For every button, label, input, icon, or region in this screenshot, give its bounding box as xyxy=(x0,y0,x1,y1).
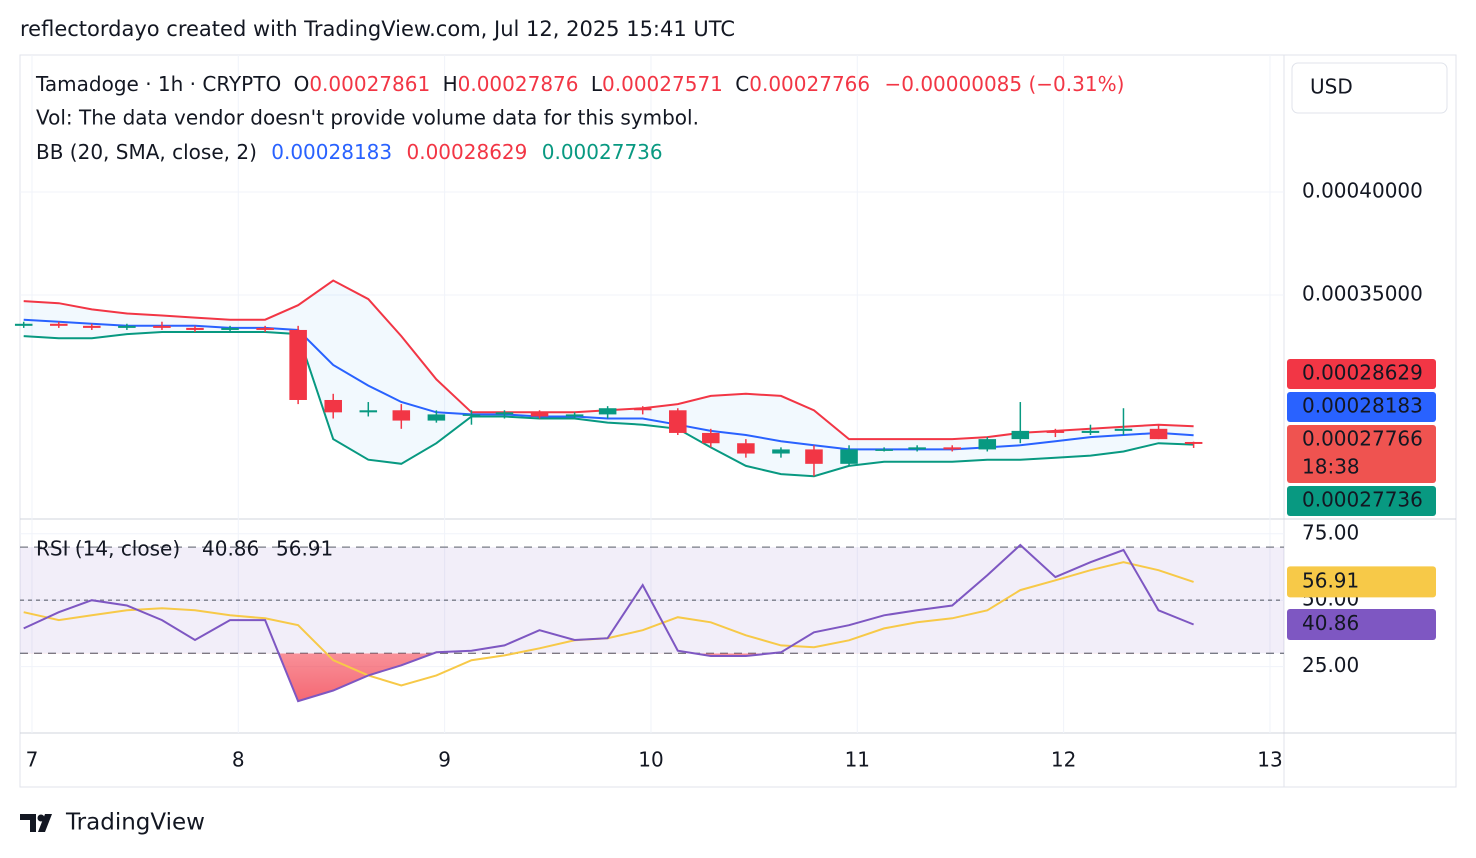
bb-label: BB (20, SMA, close, 2) xyxy=(36,140,257,164)
currency-button[interactable] xyxy=(1291,62,1448,114)
price-label-box xyxy=(1287,566,1436,598)
candle-body xyxy=(737,443,755,454)
candle-body xyxy=(14,323,33,326)
band-line xyxy=(23,318,1194,451)
band-line xyxy=(23,331,1194,478)
x-tick-label: 13 xyxy=(1257,748,1282,772)
ohlc-value: 0.00027876 xyxy=(458,72,579,96)
x-tick-label: 8 xyxy=(232,748,245,772)
price-label-box xyxy=(1287,486,1436,517)
countdown: 18:38 xyxy=(1302,455,1360,479)
x-tick-label: 11 xyxy=(845,748,870,772)
candle-body xyxy=(805,449,823,464)
candle-body xyxy=(50,323,68,326)
price-label: 0.00028629 xyxy=(1302,361,1423,385)
rsi-legend-label: RSI (14, close) xyxy=(36,537,180,561)
candle-body xyxy=(1184,441,1203,444)
band-fill xyxy=(23,280,1194,477)
candle-body xyxy=(462,414,481,416)
brand: TradingView xyxy=(65,810,205,836)
candle-body xyxy=(772,449,790,454)
price-label: 0.00027736 xyxy=(1302,488,1423,512)
ohlc-legend: Tamadoge · 1h · CRYPTO O0.00027861 H0.00… xyxy=(35,72,1124,96)
oversold-fill xyxy=(278,653,772,702)
candle-body xyxy=(1114,428,1133,431)
candle-body xyxy=(530,412,549,417)
y-tick-label: 25.00 xyxy=(1302,653,1359,677)
ohlc-key: C xyxy=(735,72,749,96)
ohlc-value: 0.00027861 xyxy=(309,72,430,96)
candle-body xyxy=(1011,430,1030,440)
candle-body xyxy=(840,449,858,464)
candle-body xyxy=(495,412,514,415)
candle-body xyxy=(1046,430,1065,433)
candle-body xyxy=(324,399,342,413)
logo: TradingView xyxy=(20,810,205,836)
bb-value: 0.00028183 xyxy=(271,140,392,164)
x-tick-label: 9 xyxy=(438,748,451,772)
candle-body xyxy=(565,414,584,417)
candle-body xyxy=(978,439,997,450)
rsi-line xyxy=(23,543,1194,703)
candle-body xyxy=(186,327,204,330)
candle-body xyxy=(702,432,720,444)
chart-frame xyxy=(19,54,1457,788)
x-tick-label: 7 xyxy=(26,748,39,772)
symbol: Tamadoge · 1h · CRYPTO xyxy=(35,72,281,96)
ohlc-key: O xyxy=(294,72,310,96)
price-label: 0.00027766 xyxy=(1302,427,1423,451)
candle-body xyxy=(153,325,171,328)
candle-body xyxy=(392,410,411,421)
candle-body xyxy=(633,408,652,411)
ohlc-key: H xyxy=(443,72,458,96)
candle-body xyxy=(875,449,893,451)
price-label-box xyxy=(1287,425,1436,484)
y-tick-label: 75.00 xyxy=(1302,520,1359,544)
change: −0.00000085 (−0.31%) xyxy=(884,72,1124,96)
candle-body xyxy=(943,447,961,450)
candle-body xyxy=(1081,430,1100,433)
bb-value: 0.00028629 xyxy=(406,140,527,164)
price-label: 40.86 xyxy=(1302,611,1359,635)
price-label: 0.00028183 xyxy=(1302,394,1423,418)
y-tick-label: 0.00040000 xyxy=(1302,178,1423,202)
price-label-box xyxy=(1287,608,1436,640)
x-tick-label: 10 xyxy=(638,748,663,772)
price-label: 56.91 xyxy=(1302,568,1359,592)
bb-legend: BB (20, SMA, close, 2) 0.00028183 0.0002… xyxy=(36,140,663,164)
candle-body xyxy=(908,447,926,450)
price-label-box xyxy=(1287,359,1436,390)
ohlc-value: 0.00027571 xyxy=(602,72,723,96)
currency[interactable]: USD xyxy=(1310,75,1353,99)
plot: RSI (14, close) 40.86 56.91 xyxy=(14,279,1284,703)
candle-body xyxy=(598,408,617,415)
logo-dot xyxy=(37,814,45,822)
candle-body xyxy=(256,327,274,330)
volume-note: Vol: The data vendor doesn't provide vol… xyxy=(36,106,699,130)
ohlc-value: 0.00027766 xyxy=(749,72,870,96)
candle-body xyxy=(359,410,378,413)
candle-body xyxy=(83,325,101,328)
rsi-legend-value: 56.91 xyxy=(276,537,333,561)
bb-value: 0.00027736 xyxy=(542,140,663,164)
price-label-box xyxy=(1287,392,1436,423)
candle-body xyxy=(1149,428,1168,440)
rsi-legend-value: 40.86 xyxy=(202,537,259,561)
candle-body xyxy=(669,410,687,433)
x-tick-label: 12 xyxy=(1051,748,1076,772)
axes: 7 8 9 10 11 12 13 0.00035000 0.00040000 0.0002862… xyxy=(26,178,1436,772)
logo-mark xyxy=(20,814,52,832)
ohlc-key: L xyxy=(591,72,603,96)
candle-body xyxy=(427,414,446,421)
attribution: reflectordayo created with TradingView.c… xyxy=(20,17,735,41)
candle-body xyxy=(289,329,307,400)
y-tick-label: 0.00035000 xyxy=(1302,281,1423,305)
candle-body xyxy=(118,325,136,328)
candle-body xyxy=(221,327,239,330)
grid xyxy=(20,55,1284,733)
